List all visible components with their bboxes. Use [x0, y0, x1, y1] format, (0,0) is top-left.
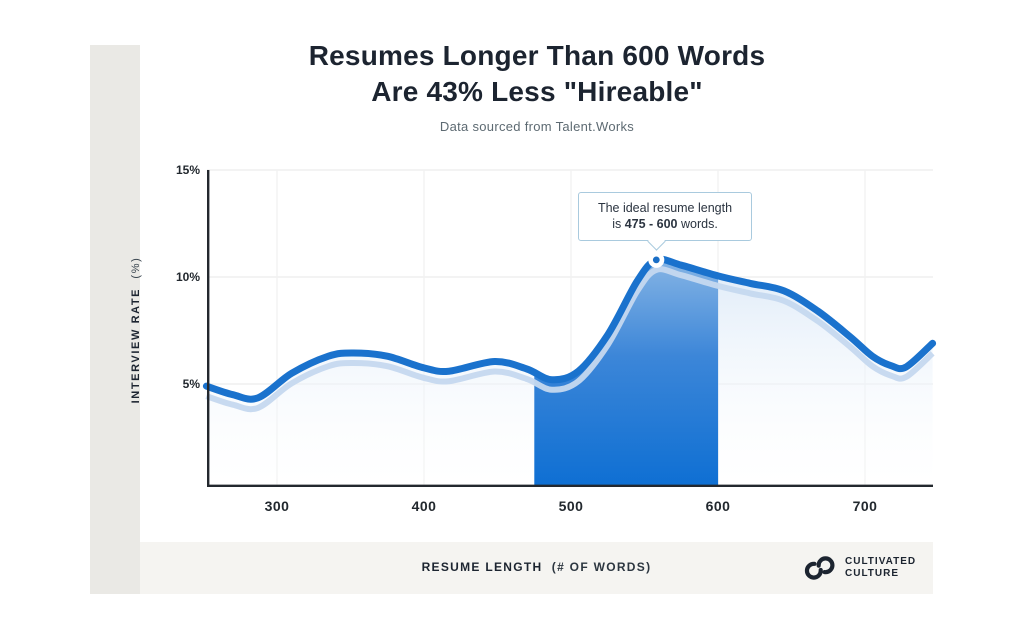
- resume-length-chart: [202, 169, 937, 487]
- x-tick-400: 400: [411, 498, 437, 514]
- y-axis-title: INTERVIEW RATE (%): [130, 215, 150, 445]
- x-axis-title: RESUME LENGTH (# OF WORDS): [140, 560, 933, 574]
- chart-title-line2: Are 43% Less "Hireable": [371, 76, 703, 107]
- ideal-length-callout: The ideal resume length is 475 - 600 wor…: [578, 192, 752, 251]
- logo-line2: CULTURE: [845, 568, 900, 579]
- peak-marker-dot: [652, 256, 660, 264]
- x-tick-500: 500: [558, 498, 584, 514]
- interlocked-rings-icon: [804, 556, 835, 580]
- footer-band: [140, 542, 933, 594]
- cultivated-culture-logo: CULTIVATED CULTURE: [804, 550, 916, 586]
- logo-line1: CULTIVATED: [845, 556, 917, 567]
- chart-title: Resumes Longer Than 600 Words Are 43% Le…: [141, 38, 933, 110]
- ideal-range-highlight: [534, 259, 719, 487]
- callout-line1: The ideal resume length: [597, 201, 733, 215]
- x-tick-300: 300: [264, 498, 290, 514]
- y-tick-15: 15%: [175, 163, 200, 177]
- logo-text: CULTIVATED CULTURE: [845, 556, 916, 580]
- chart-header: Resumes Longer Than 600 Words Are 43% Le…: [141, 38, 933, 134]
- chart-subtitle: Data sourced from Talent.Works: [439, 119, 635, 134]
- x-tick-700: 700: [852, 498, 878, 514]
- y-axis-label: INTERVIEW RATE: [130, 287, 142, 404]
- left-accent-strip: [90, 45, 140, 594]
- callout-line2: is 475 - 600 words.: [612, 217, 718, 231]
- x-axis-label: RESUME LENGTH: [421, 560, 543, 574]
- y-tick-10: 10%: [175, 270, 200, 284]
- interview-rate-curve: [202, 255, 937, 403]
- curve-shadow: [205, 266, 935, 413]
- x-tick-600: 600: [705, 498, 731, 514]
- area-fill: [206, 259, 933, 487]
- y-tick-5: 5%: [182, 377, 200, 391]
- y-axis-unit: (%): [130, 256, 142, 279]
- chart-title-line1: Resumes Longer Than 600 Words: [308, 40, 766, 71]
- x-axis-unit: (# OF WORDS): [551, 560, 652, 574]
